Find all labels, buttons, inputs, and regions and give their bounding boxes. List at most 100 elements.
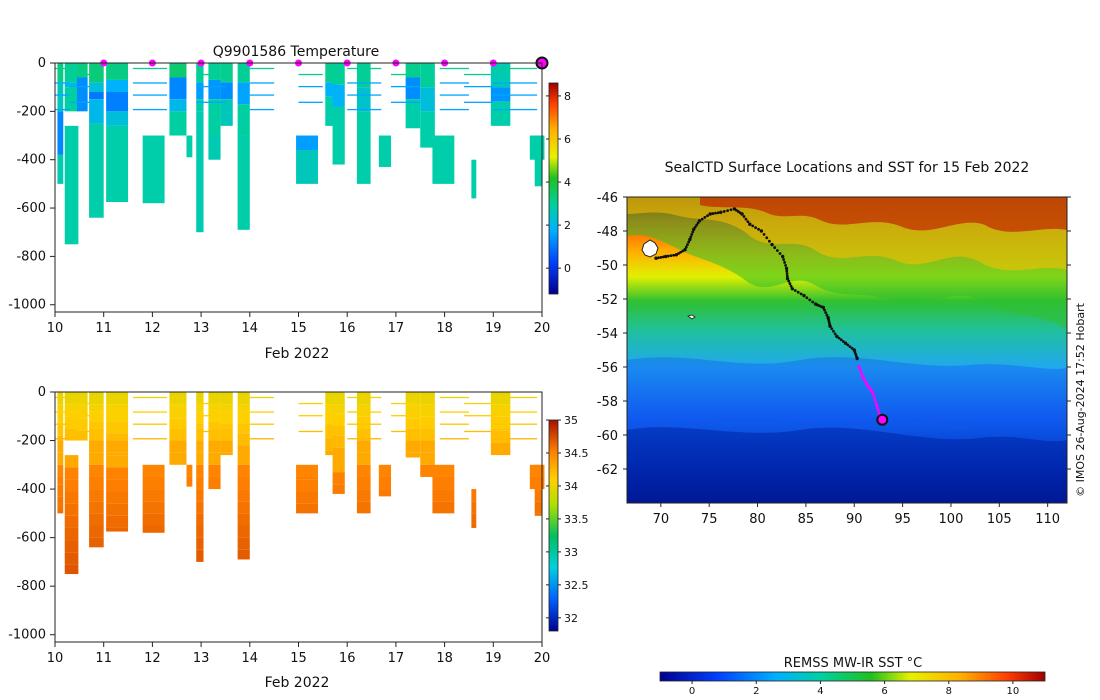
track-point <box>790 287 795 291</box>
salinity-profile-segment <box>169 428 187 441</box>
track-point <box>783 261 787 264</box>
salinity-profile-segment <box>296 476 318 480</box>
sst-colorbar-tick-label: 6 <box>881 686 887 697</box>
map-y-tick-label: -48 <box>597 225 618 240</box>
map-y-tick-label: -60 <box>597 429 618 444</box>
track-point <box>759 229 764 233</box>
temperature-profile-segment <box>220 99 233 126</box>
salinity-profile-segment <box>534 476 542 490</box>
y-tick-label: -600 <box>16 531 46 546</box>
temperature-streak <box>132 94 168 96</box>
track-point <box>700 217 704 221</box>
temperature-profile-segment <box>89 63 104 83</box>
salinity-streak <box>439 438 469 440</box>
salinity-streak <box>464 415 494 417</box>
temperature-profile-segment <box>420 111 435 148</box>
temperature-streak <box>249 67 275 70</box>
map-y-tick-label: -46 <box>597 191 618 206</box>
salinity-profile-segment <box>196 525 204 538</box>
salinity-profile-segment <box>106 515 129 528</box>
salinity-streak <box>347 396 382 399</box>
salinity-profile-segment <box>432 501 455 514</box>
temperature-colorbar-ticks: 0 2 4 6 8 <box>546 90 571 275</box>
recent-track-point <box>874 402 879 407</box>
salinity-panel: 10 11 12 13 14 15 16 17 18 19 20 0 -200 -400 -600 -800… <box>8 385 588 691</box>
temperature-streak <box>55 67 70 70</box>
salinity-profile-segment <box>169 440 187 453</box>
salinity-streak <box>391 402 421 405</box>
sst-mid-cold <box>627 357 1067 430</box>
salinity-profile-segment <box>142 501 165 514</box>
temperature-profile-segment <box>356 87 371 112</box>
y-tick-label: -1000 <box>8 628 46 643</box>
salinity-profile-segment <box>356 416 371 429</box>
track-point <box>770 242 774 247</box>
salinity-profile-segment <box>332 459 345 473</box>
salinity-profile-segment <box>208 476 221 490</box>
salinity-profile-segment <box>142 489 165 502</box>
salinity-streak <box>196 402 226 405</box>
map-x-tick-label: 90 <box>846 512 863 527</box>
track-point <box>669 254 673 258</box>
track-point <box>708 212 712 216</box>
temperature-profile-segment <box>57 111 64 155</box>
salinity-profile-segment <box>237 457 250 465</box>
track-point <box>789 284 793 288</box>
temperature-streak <box>391 85 421 88</box>
salinity-profiles <box>55 392 545 575</box>
salinity-profile-segment <box>57 440 64 453</box>
salinity-profile-segment <box>220 423 233 429</box>
colorbar-tick-label: 8 <box>564 90 571 103</box>
track-point <box>729 208 733 212</box>
salinity-profile-segment <box>57 404 64 412</box>
salinity-profile-segment <box>356 440 371 453</box>
salinity-profile-segment <box>325 404 338 412</box>
salinity-profile-segment <box>420 404 435 417</box>
salinity-profile-segment <box>490 442 511 456</box>
temperature-streak <box>55 108 70 111</box>
heard-island <box>687 314 696 320</box>
salinity-streak <box>132 423 168 425</box>
y-tick-label: -400 <box>16 482 46 497</box>
salinity-profile-segment <box>57 452 64 465</box>
temperature-streak <box>196 85 226 88</box>
salinity-profile-segment <box>490 428 511 431</box>
temperature-profile-segment <box>169 63 187 78</box>
temperature-profiles <box>55 63 545 245</box>
track-point <box>778 252 782 255</box>
salinity-streak <box>347 438 382 440</box>
track-point <box>659 255 663 259</box>
x-tick-label: 19 <box>485 321 502 336</box>
salinity-streak <box>347 423 382 425</box>
track-point <box>697 219 702 223</box>
temperature-profile-segment <box>186 135 193 158</box>
map-x-tick-label: 80 <box>749 512 766 527</box>
salinity-profile-segment <box>296 491 318 504</box>
track-point <box>832 329 835 333</box>
recent-track-point <box>876 408 880 411</box>
recent-track-point <box>859 370 863 374</box>
salinity-profile-segment <box>220 404 233 412</box>
track-point <box>821 305 826 310</box>
salinity-streak <box>439 396 469 399</box>
salinity-profile-segment <box>405 452 421 458</box>
salinity-streak <box>196 430 226 433</box>
salinity-profile-segment <box>534 501 542 514</box>
salinity-profile-segment <box>196 411 204 424</box>
salinity-profile-segment <box>490 416 511 429</box>
salinity-y-ticks: 0 -200 -400 -600 -800 -1000 <box>8 385 55 643</box>
salinity-profile-segment <box>420 392 435 405</box>
map-side-label: © IMOS 26-Aug-2024 17:52 Hobart <box>1074 302 1087 496</box>
track-point <box>666 254 670 258</box>
track-point <box>787 279 791 283</box>
track-point <box>802 293 806 298</box>
salinity-profile-segment <box>237 501 250 514</box>
temperature-profile-segment <box>296 150 318 184</box>
salinity-profile-segment <box>196 489 204 502</box>
x-tick-label: 15 <box>290 651 307 666</box>
salinity-streak <box>298 430 323 433</box>
y-tick-label: 0 <box>38 56 46 71</box>
track-point <box>742 215 746 218</box>
salinity-profile-segment <box>332 484 345 494</box>
recent-track-point <box>863 380 867 383</box>
